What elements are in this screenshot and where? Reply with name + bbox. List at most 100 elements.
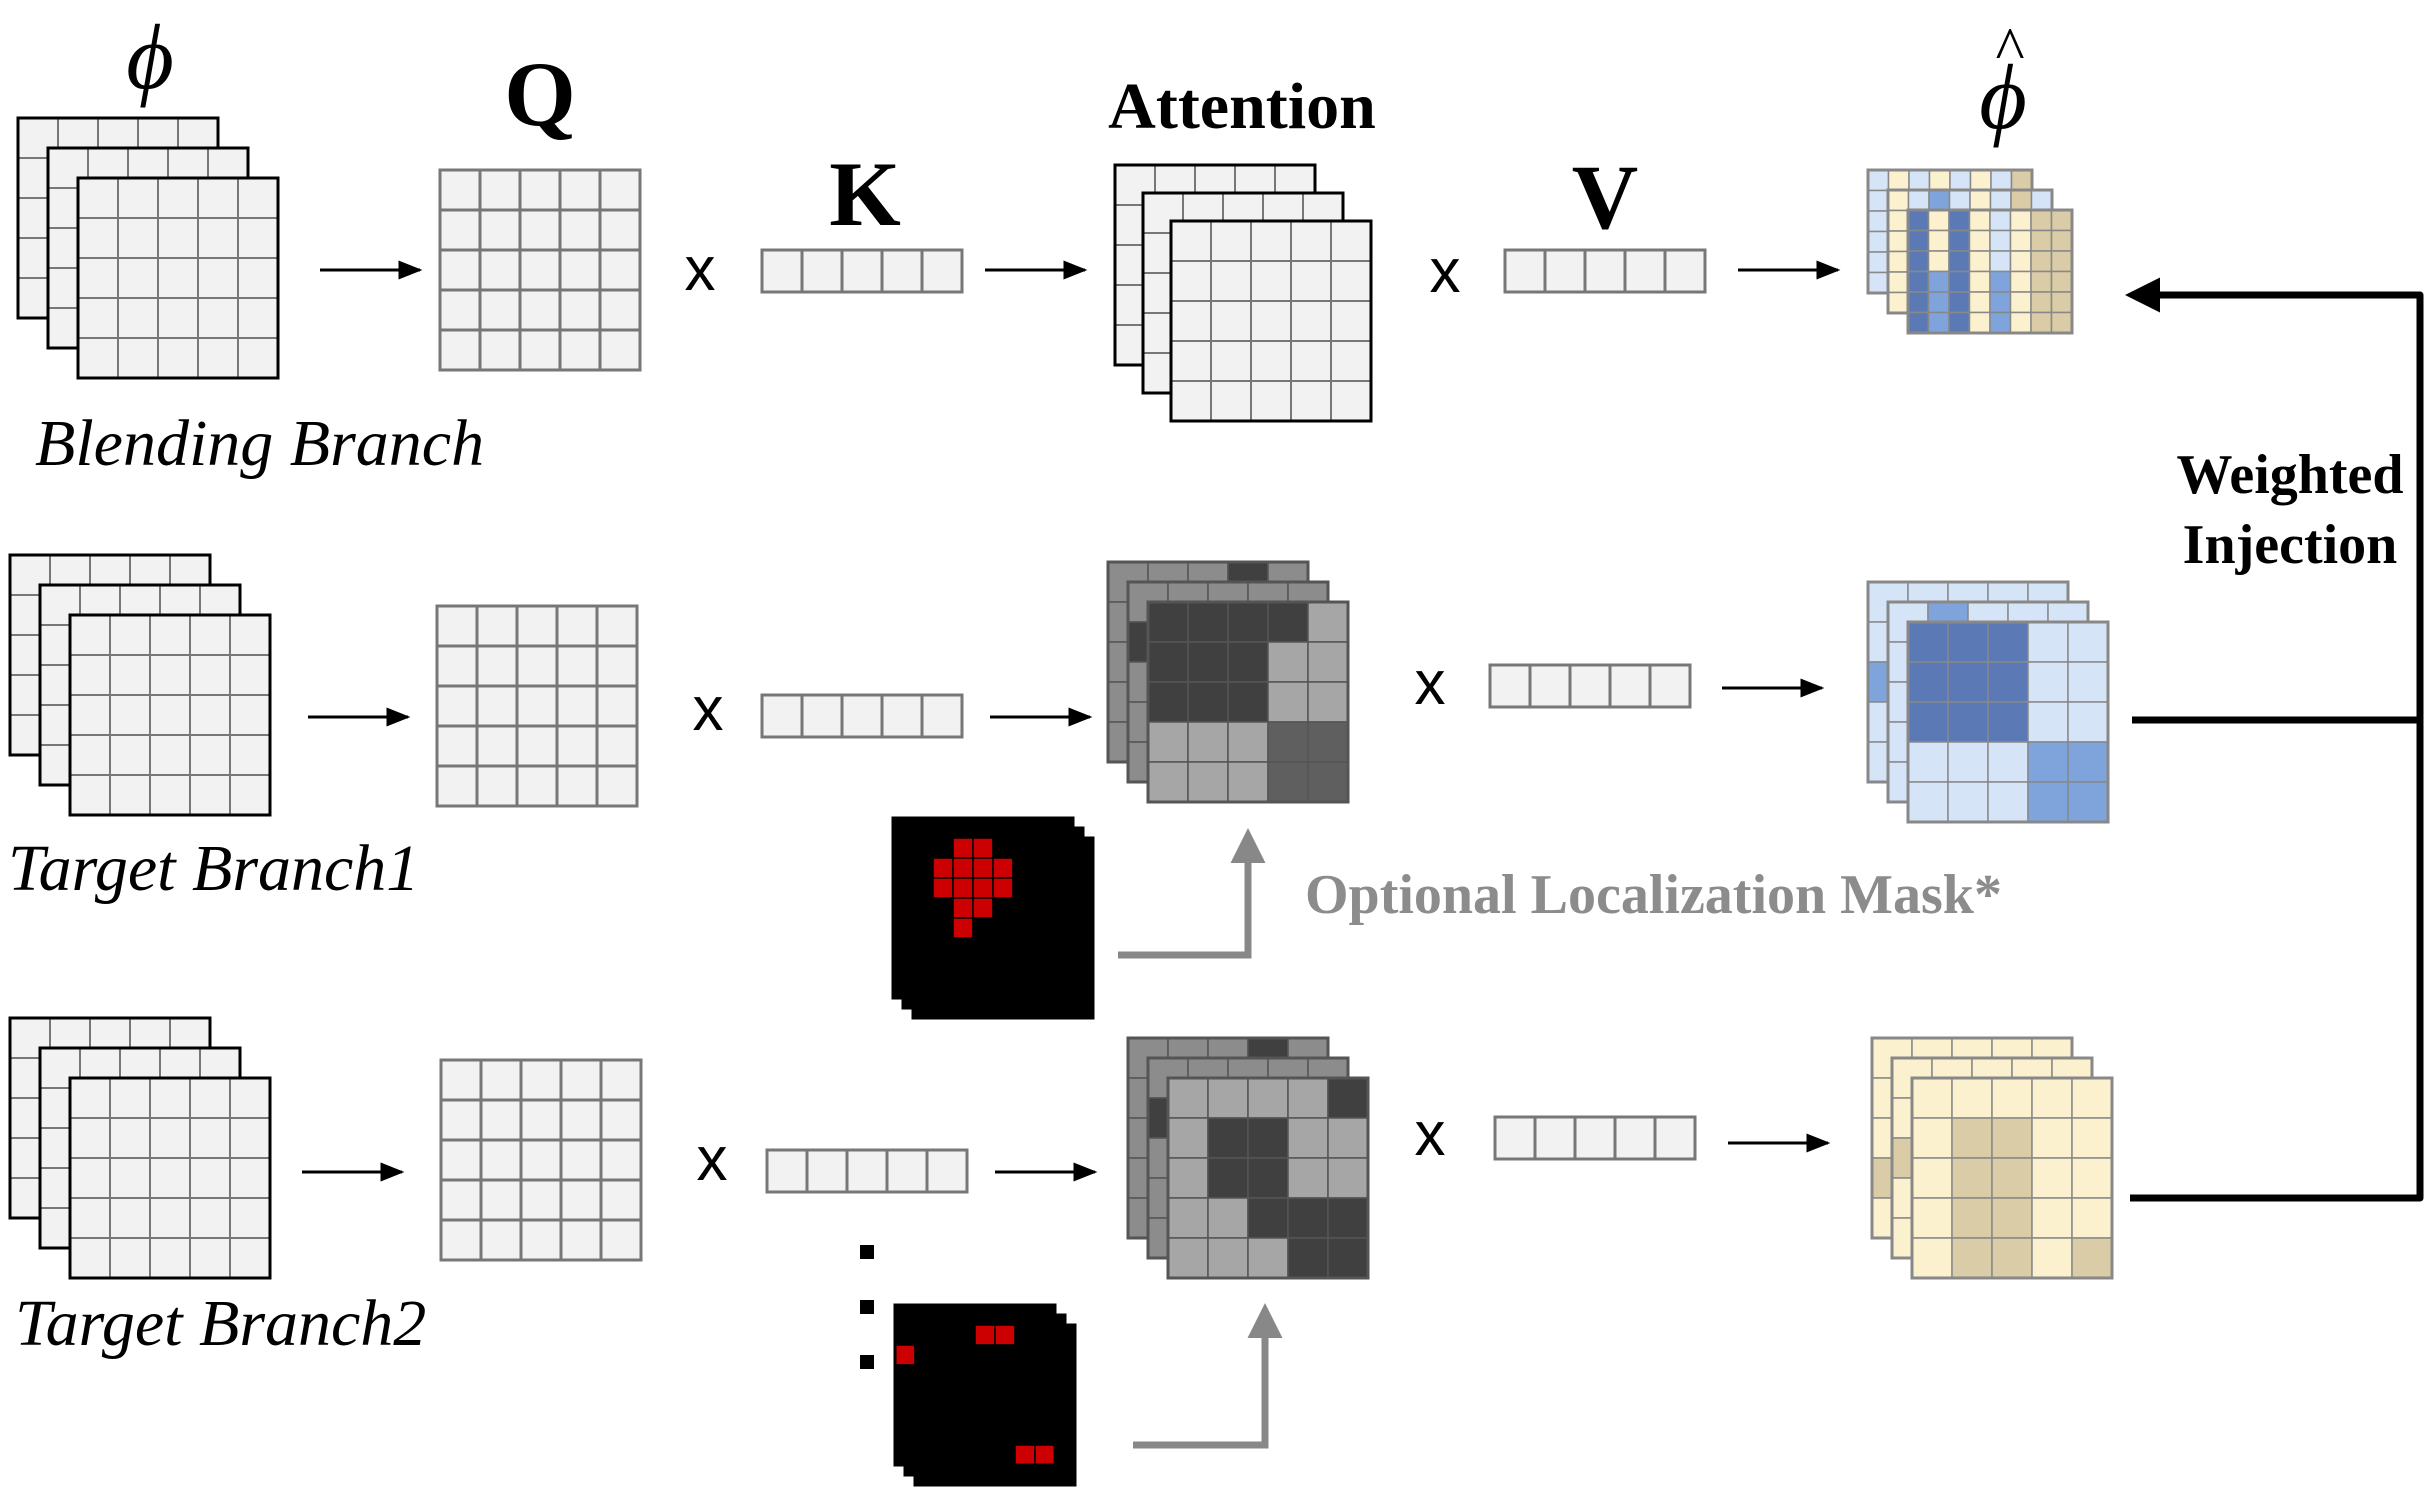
grid-cell: [1907, 311, 1930, 334]
target2-attention-stack: [1126, 1036, 1370, 1280]
grid-border: [1166, 1076, 1370, 1280]
grid-border: [435, 604, 639, 808]
grid-cell: [1969, 169, 1992, 192]
grid-cell: [229, 1237, 271, 1279]
grid-cell: [475, 604, 519, 648]
grid-cell: [109, 734, 151, 776]
grid-cell: [1032, 857, 1054, 879]
vector-cell: [805, 1148, 849, 1194]
grid-cell: [157, 177, 199, 219]
grid-cell: [555, 684, 599, 728]
grid-cell: [1052, 957, 1074, 979]
stack-layer: [76, 176, 280, 380]
grid-border: [76, 176, 280, 380]
grid-cell: [912, 917, 934, 939]
grid-cell: [77, 297, 119, 339]
grid-cell: [555, 724, 599, 768]
grid-cell: [69, 1197, 111, 1239]
grid-cell: [2071, 1117, 2113, 1159]
grid-cell: [157, 297, 199, 339]
grid-cell: [519, 1098, 563, 1142]
grid-cell: [117, 257, 159, 299]
times-sign: x: [693, 675, 724, 744]
vector-cell: [1533, 1115, 1577, 1161]
grid-cell: [954, 1344, 976, 1366]
blending-q-grid: [438, 168, 642, 372]
vector-cell: [1503, 248, 1547, 294]
grid-cell: [2027, 781, 2069, 823]
grid-cell: [1951, 1157, 1993, 1199]
grid-cell: [1032, 957, 1054, 979]
grid-cell: [1907, 621, 1949, 663]
grid-cell: [1968, 250, 1991, 273]
grid-cell: [2010, 169, 2033, 192]
grid-cell: [479, 1178, 523, 1222]
grid-cell: [1290, 260, 1332, 302]
grid-cell: [518, 208, 562, 252]
grid-cell: [555, 604, 599, 648]
grid-cell: [229, 774, 271, 816]
grid-cell: [992, 877, 1014, 899]
grid-cell: [1911, 1157, 1953, 1199]
grid-cell: [435, 644, 479, 688]
grid-cell: [1052, 897, 1074, 919]
grid-cell: [972, 897, 994, 919]
grid-cell: [1991, 1157, 2033, 1199]
grid-border: [1169, 219, 1373, 423]
grid-cell: [912, 877, 934, 899]
grid-cell: [1987, 621, 2029, 663]
grid-cell: [912, 817, 934, 839]
grid-cell: [599, 1058, 643, 1102]
grid-cell: [117, 337, 159, 379]
grid-cell: [2067, 701, 2109, 743]
grid-cell: [598, 168, 642, 212]
grid-cell: [229, 614, 271, 656]
grid-cell: [1948, 229, 1971, 252]
grid-cell: [439, 1058, 483, 1102]
grid-cell: [1170, 380, 1212, 422]
grid-cell: [972, 857, 994, 879]
vector-cell: [925, 1148, 969, 1194]
grid-cell: [954, 1424, 976, 1446]
hat-accent: ^: [1995, 16, 2024, 84]
grid-cell: [1327, 1197, 1369, 1239]
vector-cell: [1648, 663, 1692, 709]
grid-cell: [892, 877, 914, 899]
grid-cell: [1227, 601, 1269, 643]
grid-cell: [2009, 311, 2032, 334]
grid-cell: [932, 877, 954, 899]
grid-cell: [892, 917, 914, 939]
q-grid: [439, 1058, 643, 1262]
vector-cell: [1608, 663, 1652, 709]
grid-cell: [2031, 1077, 2073, 1119]
grid-cell: [1247, 1117, 1289, 1159]
grid-cell: [435, 724, 479, 768]
grid-cell: [892, 937, 914, 959]
grid-cell: [1867, 169, 1890, 192]
vector-cell: [840, 248, 884, 294]
vector-cell: [800, 693, 844, 739]
grid-cell: [197, 257, 239, 299]
grid-cell: [994, 1324, 1016, 1346]
grid-cell: [1012, 957, 1034, 979]
stack-layer: [1169, 219, 1373, 423]
grid-cell: [1991, 1197, 2033, 1239]
grid-cell: [952, 977, 974, 999]
grid-cell: [1907, 270, 1930, 293]
grid-cell: [1951, 1197, 1993, 1239]
grid-cell: [1247, 1197, 1289, 1239]
grid-cell: [189, 654, 231, 696]
grid-cell: [1012, 877, 1034, 899]
grid-cell: [992, 977, 1014, 999]
grid-cell: [1867, 271, 1890, 294]
grid-cell: [475, 644, 519, 688]
grid-border: [68, 1076, 272, 1280]
grid-cell: [934, 1424, 956, 1446]
grid-cell: [1034, 1304, 1056, 1326]
grid-cell: [952, 897, 974, 919]
grid-cell: [1928, 189, 1951, 212]
grid-cell: [1887, 189, 1910, 212]
grid-cell: [1948, 311, 1971, 334]
grid-cell: [1014, 1384, 1036, 1406]
